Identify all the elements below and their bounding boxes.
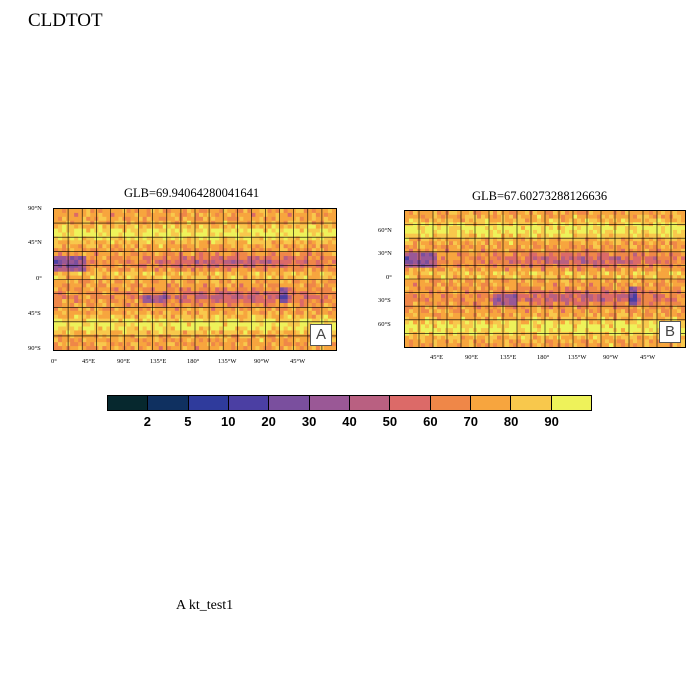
x-tick-label: 0° — [51, 358, 57, 365]
x-tick-label: 45°W — [290, 358, 306, 365]
x-tick-label: 180° — [187, 358, 200, 365]
badge-a: A — [310, 324, 332, 346]
map-title-a: GLB=69.94064280041641 — [124, 186, 260, 200]
colorbar-label: 20 — [261, 414, 276, 429]
colorbar-segment — [188, 396, 229, 410]
colorbar — [107, 395, 592, 411]
x-tick-label: 135°W — [568, 354, 587, 361]
y-tick-label: 45°S — [28, 310, 41, 317]
x-tick-label: 90°W — [254, 358, 270, 365]
colorbar-label: 50 — [382, 414, 398, 429]
y-tick-label: 60°S — [378, 321, 391, 328]
colorbar-segment — [228, 396, 270, 410]
cloud-field-a — [54, 209, 336, 350]
colorbar-label: 80 — [503, 414, 519, 429]
y-tick-label: 30°N — [378, 250, 392, 257]
map-panel-a: A — [53, 208, 337, 351]
x-tick-label: 135°W — [218, 358, 237, 365]
badge-b: B — [659, 321, 681, 343]
colorbar-label: 70 — [463, 414, 478, 429]
colorbar-segment — [430, 396, 471, 410]
colorbar-segment — [349, 396, 391, 410]
y-tick-label: 0° — [36, 275, 42, 282]
y-tick-label: 90°S — [28, 345, 41, 352]
page-title: CLDTOT — [28, 10, 103, 31]
map-grid — [405, 211, 685, 347]
x-tick-label: 135°E — [500, 354, 517, 361]
x-tick-label: 180° — [537, 354, 550, 361]
y-tick-label: 30°S — [378, 297, 391, 304]
x-tick-label: 90°E — [465, 354, 479, 361]
x-tick-label: 90°W — [603, 354, 619, 361]
footer-label: A kt_test1 — [176, 598, 234, 613]
colorbar-segment — [551, 396, 591, 410]
cloud-field-b — [405, 211, 685, 347]
colorbar-label: 2 — [143, 414, 152, 429]
colorbar-label: 60 — [423, 414, 438, 429]
colorbar-segment — [148, 396, 189, 410]
colorbar-label: 5 — [184, 414, 192, 429]
x-tick-label: 45°W — [640, 354, 656, 361]
x-tick-label: 90°E — [117, 358, 131, 365]
y-tick-label: 90°N — [28, 205, 42, 212]
colorbar-segment — [108, 396, 149, 410]
y-tick-label: 0° — [386, 274, 392, 281]
x-tick-label: 45°E — [82, 358, 96, 365]
x-tick-label: 135°E — [150, 358, 167, 365]
colorbar-segment — [309, 396, 350, 410]
colorbar-label: 40 — [342, 414, 357, 429]
map-panel-b: B — [404, 210, 686, 348]
colorbar-segment — [511, 396, 552, 410]
map-grid — [54, 209, 336, 350]
colorbar-segment — [390, 396, 431, 410]
colorbar-label: 10 — [221, 414, 236, 429]
colorbar-segment — [470, 396, 512, 410]
map-title-b: GLB=67.60273288126636 — [472, 189, 608, 203]
colorbar-label: 30 — [301, 414, 317, 429]
x-tick-label: 45°E — [430, 354, 444, 361]
y-tick-label: 60°N — [378, 227, 392, 234]
colorbar-label: 90 — [544, 414, 559, 429]
colorbar-segment — [269, 396, 310, 410]
y-tick-label: 45°N — [28, 239, 42, 246]
